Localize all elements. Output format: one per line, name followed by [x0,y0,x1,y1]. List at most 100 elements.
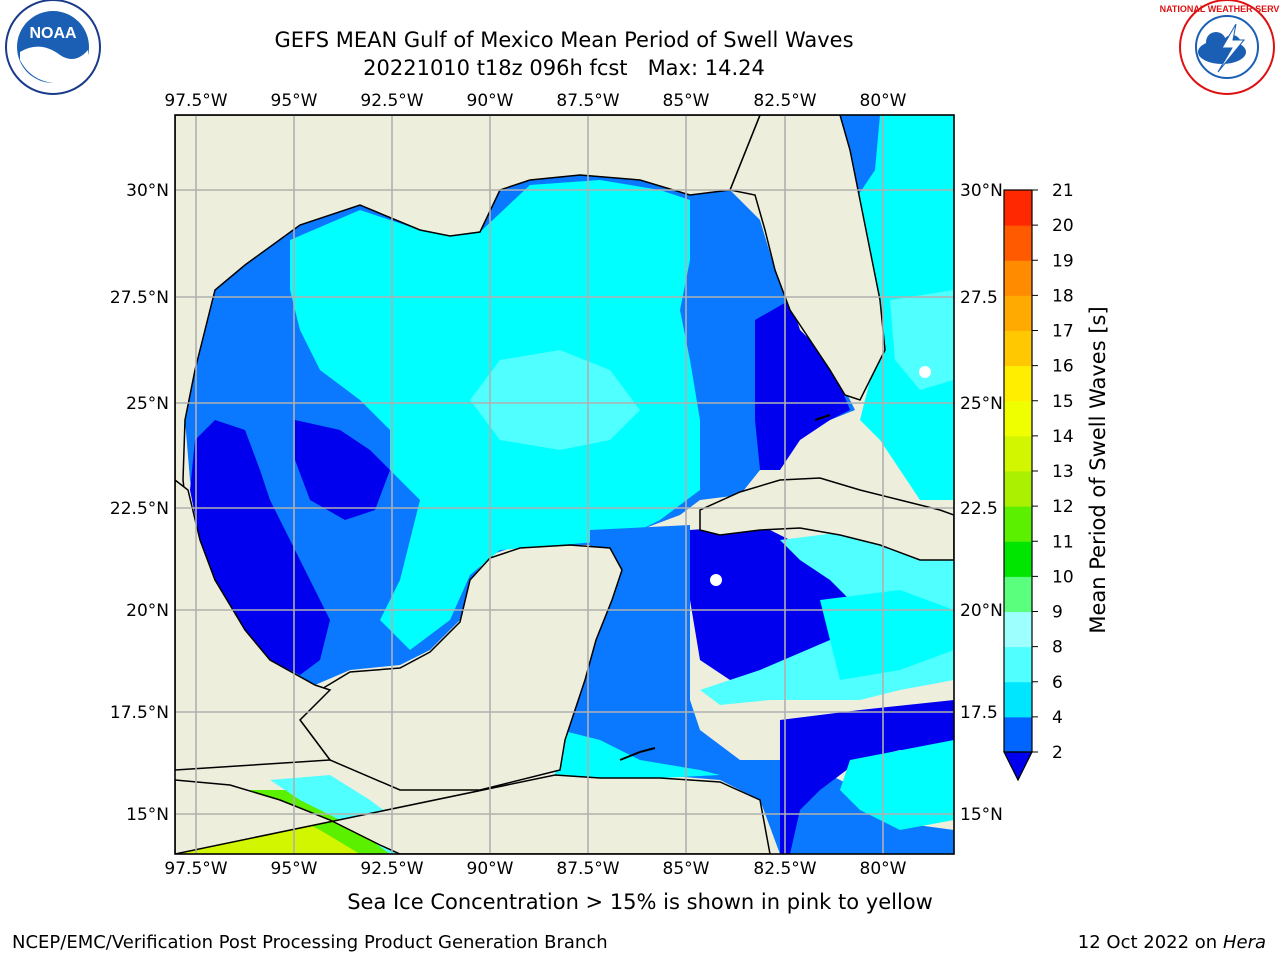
lon-label: 85°W [663,91,710,111]
lat-label: 25°N [960,394,1003,414]
colorbar-segment [1004,295,1032,331]
map-area [175,115,954,854]
lon-label: 80°W [860,91,907,111]
colorbar-tick-label: 8 [1052,638,1063,658]
yucatan-channel-light [555,730,720,778]
colorbar-tick-label: 13 [1052,462,1074,482]
lat-labels-right: 30°N 27.5 25°N 22.5 20°N 17.5 15°N [960,181,1003,825]
colorbar-segment [1004,260,1032,296]
lon-label: 87.5°W [556,91,619,111]
lat-label: 15°N [960,805,1003,825]
nws-logo-text: NATIONAL WEATHER SERVICE [1160,4,1280,14]
colorbar-tick-label: 4 [1052,708,1063,728]
lat-labels-left: 30°N 27.5°N 25°N 22.5°N 20°N 17.5°N 15°N [110,181,169,825]
caribbean-south-cyan [840,740,954,830]
lon-labels-top: 97.5°W 95°W 92.5°W 90°W 87.5°W 85°W 82.5… [164,91,906,111]
lon-label: 92.5°W [360,859,423,879]
gulf-deep-central [295,420,390,520]
lon-label: 92.5°W [360,91,423,111]
lat-label: 20°N [126,601,169,621]
colorbar-segment [1004,611,1032,648]
florida-land [728,115,886,401]
lat-label: 20°N [960,601,1003,621]
colorbar-tick-label: 10 [1052,567,1074,587]
lon-label: 95°W [271,859,318,879]
gulf-deep-east [755,300,850,470]
lat-label: 22.5°N [110,499,169,519]
credit-host: Hera [1222,932,1266,953]
us-coast-land [175,115,761,562]
colorbar-segment [1004,646,1032,683]
lat-label: 30°N [960,181,1003,201]
lon-label: 90°W [467,91,514,111]
colorbar-segment [1004,400,1032,437]
atlantic-light [890,290,954,390]
credit-right: 12 Oct 2022 on Hera [1078,932,1266,953]
colorbar-label: Mean Period of Swell Waves [s] [1086,306,1110,633]
credit-left: NCEP/EMC/Verification Post Processing Pr… [12,932,608,953]
chart-subtitle: 20221010 t18z 096h fcst Max: 14.24 [363,56,765,80]
colorbar-tick-label: 12 [1052,497,1074,517]
lat-label: 30°N [126,181,169,201]
colorbar-tick-label: 19 [1052,251,1074,271]
lat-label: 25°N [126,394,169,414]
colorbar-segment [1004,225,1032,261]
colorbar-tick-label: 17 [1052,322,1074,342]
lon-label: 82.5°W [753,91,816,111]
nws-logo: NATIONAL WEATHER SERVICE [1160,0,1280,95]
colorbar-tick-label: 15 [1052,392,1074,412]
colorbar-segment [1004,716,1032,753]
colorbar-tick-label: 9 [1052,603,1063,623]
lon-label: 87.5°W [556,859,619,879]
colorbar-tick-label: 14 [1052,427,1074,447]
lon-label: 90°W [467,859,514,879]
colorbar-tick-label: 18 [1052,286,1074,306]
gulf-deep-west [190,420,330,675]
colorbar-segment [1004,435,1032,472]
gulf-light [470,350,640,450]
map-frame [174,114,955,855]
noaa-logo-text: NOAA [29,25,77,42]
colorbar-segment [1004,506,1032,542]
lat-label: 27.5 [960,288,998,308]
mexico-land [175,479,332,771]
credit-date: 12 Oct 2022 on [1077,932,1223,953]
colorbar-segment [1004,541,1032,577]
lon-label: 85°W [663,859,710,879]
colorbar-segment [1004,365,1032,402]
lat-label: 22.5 [960,499,998,519]
colorbar-tick-label: 2 [1052,743,1063,763]
colorbar-tick-label: 11 [1052,532,1074,552]
colorbar-segment [1004,471,1032,507]
lon-label: 97.5°W [164,859,227,879]
caribbean-cyan [820,590,954,680]
lat-label: 27.5°N [110,288,169,308]
colorbar-tick-label: 16 [1052,357,1074,377]
colorbar-segment [1004,576,1032,612]
footnote: Sea Ice Concentration > 15% is shown in … [347,890,933,914]
lon-labels-bottom: 97.5°W 95°W 92.5°W 90°W 87.5°W 85°W 82.5… [164,859,906,879]
island-chain [619,747,656,761]
yucatan-land [299,544,623,791]
colorbar-segment [1004,681,1032,718]
lon-label: 80°W [860,859,907,879]
colorbar-tick-label: 21 [1052,181,1074,201]
lon-label: 97.5°W [164,91,227,111]
chart-title: GEFS MEAN Gulf of Mexico Mean Period of … [274,28,854,52]
island-chain [814,414,831,421]
island [710,574,722,586]
lon-label: 82.5°W [753,859,816,879]
colorbar-tick-label: 6 [1052,673,1063,693]
colorbar-extend-arrow [1003,751,1033,782]
lon-label: 95°W [271,91,318,111]
lat-label: 15°N [126,805,169,825]
colorbar-segment [1004,190,1032,226]
lat-label: 17.5 [960,703,998,723]
noaa-logo: NOAA [5,0,101,95]
island [919,366,931,378]
cuba-land [699,477,954,561]
colorbar-segment [1004,330,1032,367]
gridlines [175,115,954,854]
lat-label: 17.5°N [110,703,169,723]
